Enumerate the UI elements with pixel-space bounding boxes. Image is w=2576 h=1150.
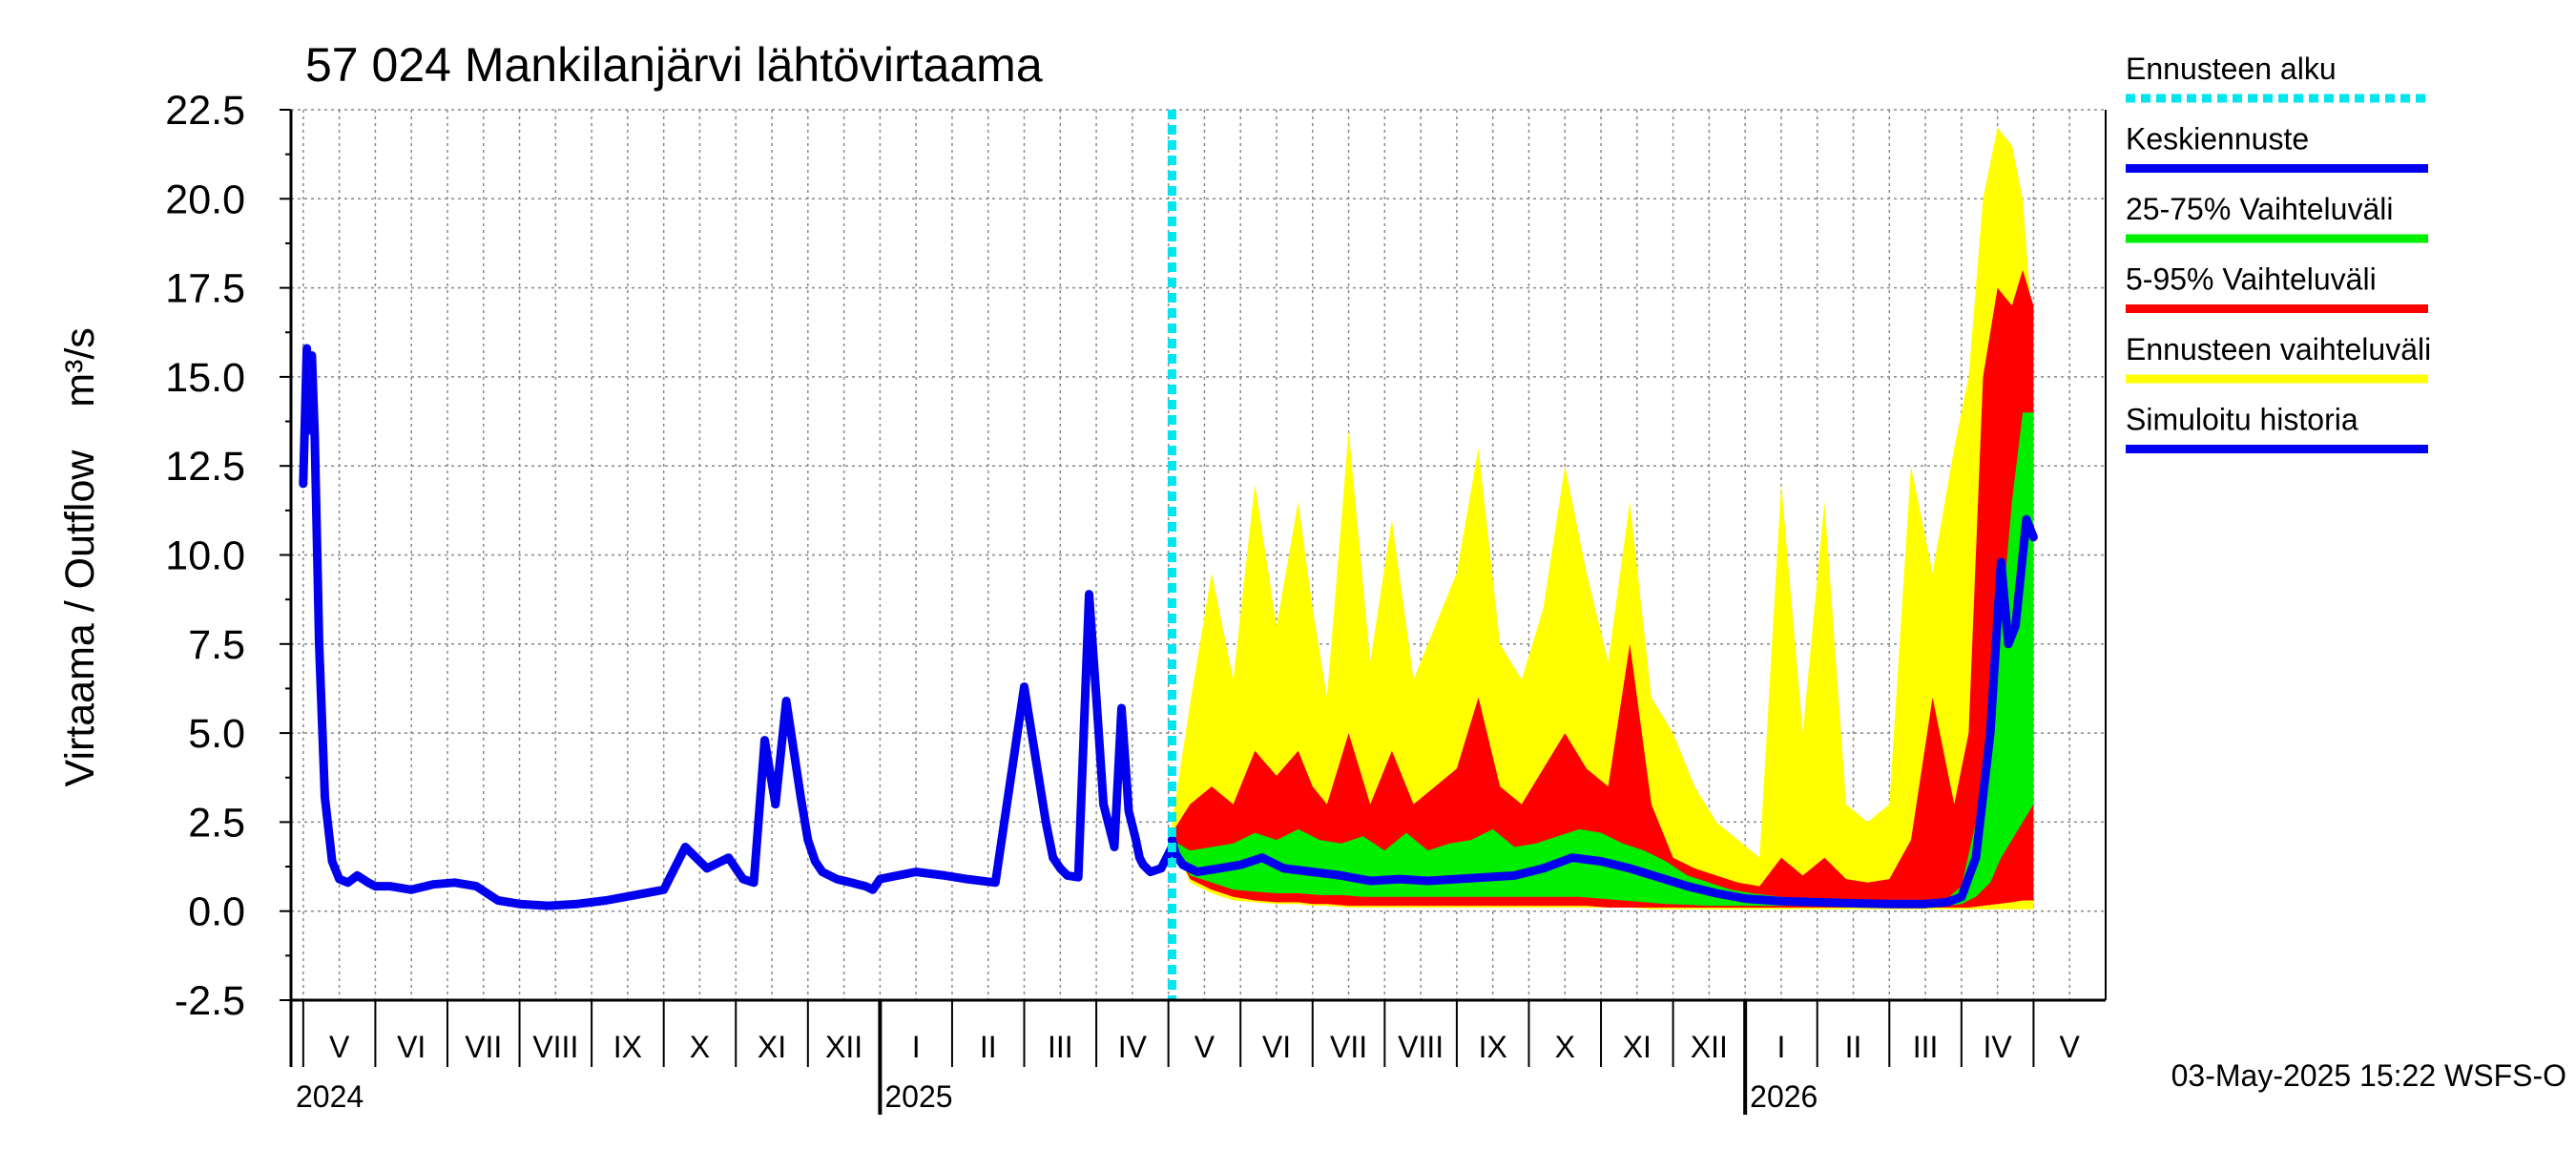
month-label: V [1195, 1030, 1215, 1064]
month-label: IV [1984, 1030, 2013, 1064]
line-layer [299, 110, 2038, 1000]
month-label: III [1913, 1030, 1939, 1064]
footer-timestamp: 03-May-2025 15:22 WSFS-O [2171, 1058, 2566, 1093]
month-label: IX [1479, 1030, 1507, 1064]
band-layer [1172, 127, 2034, 910]
legend-label: Keskiennuste [2126, 122, 2309, 157]
y-tick-label: 22.5 [165, 88, 245, 134]
series-simuloitu-historia [299, 344, 1176, 910]
chart-title: 57 024 Mankilanjärvi lähtövirtaama [305, 38, 1043, 92]
x-axis: V VI VII VIII IX X XI XII I II III IV V VI VII VIII IX X X… [296, 1000, 2081, 1115]
month-label: I [1777, 1030, 1786, 1064]
month-label: VIII [532, 1030, 578, 1064]
month-label: VII [465, 1030, 502, 1064]
legend-label: Ennusteen vaihteluväli [2126, 332, 2431, 366]
y-tick-label: 17.5 [165, 266, 245, 312]
y-tick-label: 12.5 [165, 444, 245, 490]
y-tick-label: 10.0 [165, 533, 245, 579]
year-label: 2025 [884, 1079, 952, 1114]
month-label: II [1845, 1030, 1862, 1064]
year-label: 2026 [1750, 1079, 1818, 1114]
y-tick-label: -2.5 [175, 978, 245, 1024]
year-label: 2024 [296, 1079, 364, 1114]
month-label: I [912, 1030, 921, 1064]
month-label: XI [1623, 1030, 1652, 1064]
y-axis-label: Virtaama / Outflow [57, 450, 103, 787]
y-tick-label: 7.5 [188, 622, 245, 668]
month-label: V [329, 1030, 350, 1064]
band-ennusteen-vaihteluvali [1172, 127, 2034, 910]
month-label: IX [613, 1030, 642, 1064]
y-axis-unit: m³/s [57, 327, 103, 408]
month-label: VII [1330, 1030, 1367, 1064]
legend-label: Simuloitu historia [2126, 403, 2358, 437]
month-label: X [690, 1030, 710, 1064]
y-tick-label: 5.0 [188, 711, 245, 757]
month-label: X [1555, 1030, 1575, 1064]
legend-label: Ennusteen alku [2126, 52, 2337, 86]
month-label: VI [397, 1030, 426, 1064]
y-axis: 22.5 20.0 17.5 15.0 12.5 10.0 7.5 5.0 2.5 0.0 -2.5 [165, 88, 291, 1024]
y-tick-label: 2.5 [188, 800, 245, 846]
month-label: V [2060, 1030, 2081, 1064]
month-label: II [980, 1030, 997, 1064]
month-label: VIII [1398, 1030, 1444, 1064]
y-tick-label: 0.0 [188, 889, 245, 935]
legend-label: 25-75% Vaihteluväli [2126, 192, 2393, 226]
month-label: XII [825, 1030, 862, 1064]
legend: Ennusteen alku Keskiennuste 25-75% Vaihtel… [2126, 52, 2431, 453]
month-label: IV [1118, 1030, 1148, 1064]
axes-layer [289, 110, 2107, 1067]
legend-label: 5-95% Vaihteluväli [2126, 262, 2377, 297]
y-tick-label: 15.0 [165, 355, 245, 401]
month-label: XI [758, 1030, 786, 1064]
series-keskiennuste [1167, 514, 2038, 909]
month-label: XII [1691, 1030, 1728, 1064]
y-tick-label: 20.0 [165, 177, 245, 222]
month-label: III [1048, 1030, 1073, 1064]
month-label: VI [1262, 1030, 1291, 1064]
